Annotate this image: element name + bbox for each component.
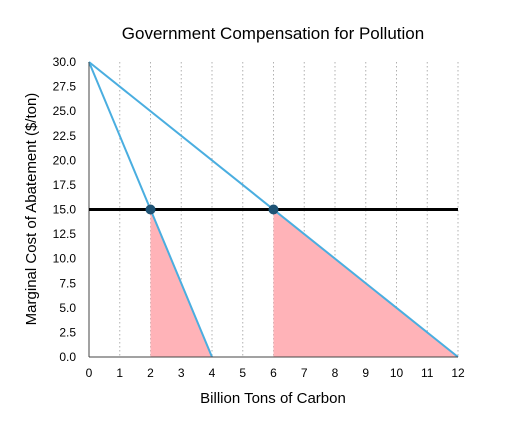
x-tick-label: 8 — [332, 366, 339, 380]
y-tick-label: 17.5 — [53, 178, 77, 192]
y-tick-label: 22.5 — [53, 129, 77, 143]
x-tick-label: 0 — [86, 366, 93, 380]
marker-point-1 — [145, 204, 156, 215]
y-tick-label: 0.0 — [59, 350, 76, 364]
y-tick-label: 10.0 — [53, 252, 77, 266]
y-tick-label: 30.0 — [53, 55, 77, 69]
markers — [145, 204, 279, 215]
x-tick-label: 9 — [362, 366, 369, 380]
y-tick-label: 25.0 — [53, 104, 77, 118]
shaded-regions — [150, 209, 458, 357]
x-tick-label: 1 — [116, 366, 123, 380]
y-tick-label: 20.0 — [53, 153, 77, 167]
x-tick-label: 11 — [421, 366, 434, 380]
marker-point-2 — [268, 204, 279, 215]
y-tick-label: 2.5 — [59, 325, 76, 339]
x-tick-label: 2 — [147, 366, 154, 380]
x-axis-label: Billion Tons of Carbon — [200, 390, 346, 407]
x-tick-label: 12 — [451, 366, 465, 380]
y-tick-label: 7.5 — [59, 276, 76, 290]
y-tick-label: 27.5 — [53, 80, 77, 94]
x-tick-label: 7 — [301, 366, 308, 380]
x-tick-label: 5 — [239, 366, 246, 380]
y-tick-label: 15.0 — [53, 203, 77, 217]
x-tick-label: 10 — [390, 366, 404, 380]
tick-labels: 0 1 2 3 4 5 6 7 8 9 10 11 120.02.55.07.510.012.515.0… — [53, 55, 465, 380]
y-axis-label: Marginal Cost of Abatement ($/ton) — [23, 93, 40, 326]
chart-title: Government Compensation for Pollution — [122, 24, 424, 43]
y-tick-label: 12.5 — [53, 227, 77, 241]
y-tick-label: 5.0 — [59, 301, 76, 315]
x-tick-label: 3 — [178, 366, 185, 380]
x-tick-label: 6 — [270, 366, 277, 380]
x-tick-label: 4 — [209, 366, 216, 380]
